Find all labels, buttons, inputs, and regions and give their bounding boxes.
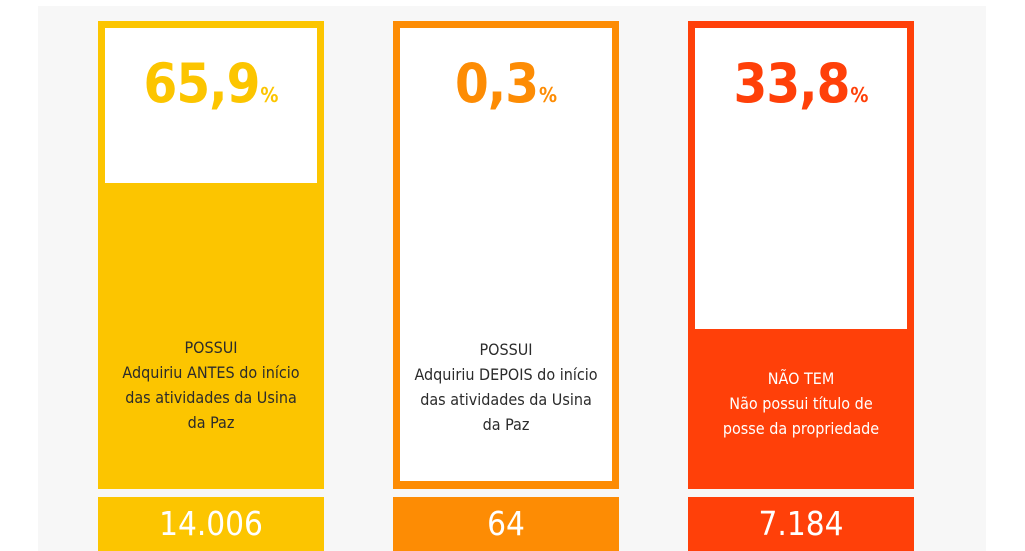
category-body: Adquiriu ANTES do início das atividades … [122, 363, 300, 432]
percent-label: 0,3% [400, 54, 612, 125]
category-head: POSSUI [184, 338, 238, 357]
category-body: Adquiriu DEPOIS do início das atividades… [414, 365, 598, 434]
infographic-canvas: 65,9% POSSUI Adquiriu ANTES do início da… [38, 6, 986, 551]
percent-label: 65,9% [105, 54, 317, 125]
bar-frame: 33,8% NÃO TEM Não possui título de posse… [688, 21, 914, 489]
category-description: NÃO TEM Não possui título de posse da pr… [707, 366, 895, 441]
percent-unit: % [260, 83, 279, 107]
count-box: 14.006 [98, 497, 324, 551]
category-head: POSSUI [479, 340, 533, 359]
category-head: NÃO TEM [767, 369, 835, 388]
percent-unit: % [539, 83, 558, 107]
percent-unit: % [850, 83, 869, 107]
bar-frame: 65,9% POSSUI Adquiriu ANTES do início da… [98, 21, 324, 489]
bar-frame: 0,3% POSSUI Adquiriu DEPOIS do início da… [393, 21, 619, 489]
count-box: 7.184 [688, 497, 914, 551]
bar-fill [105, 182, 317, 482]
bar-fill [400, 480, 612, 482]
percent-label: 33,8% [695, 54, 907, 125]
category-description: POSSUI Adquiriu ANTES do início das ativ… [117, 335, 305, 435]
percent-value: 65,9 [143, 52, 261, 115]
percent-value: 0,3 [454, 52, 539, 115]
category-body: Não possui título de posse da propriedad… [722, 394, 880, 438]
bar-fill [695, 328, 907, 482]
count-box: 64 [393, 497, 619, 551]
category-description: POSSUI Adquiriu DEPOIS do início das ati… [412, 337, 600, 437]
percent-value: 33,8 [733, 52, 851, 115]
